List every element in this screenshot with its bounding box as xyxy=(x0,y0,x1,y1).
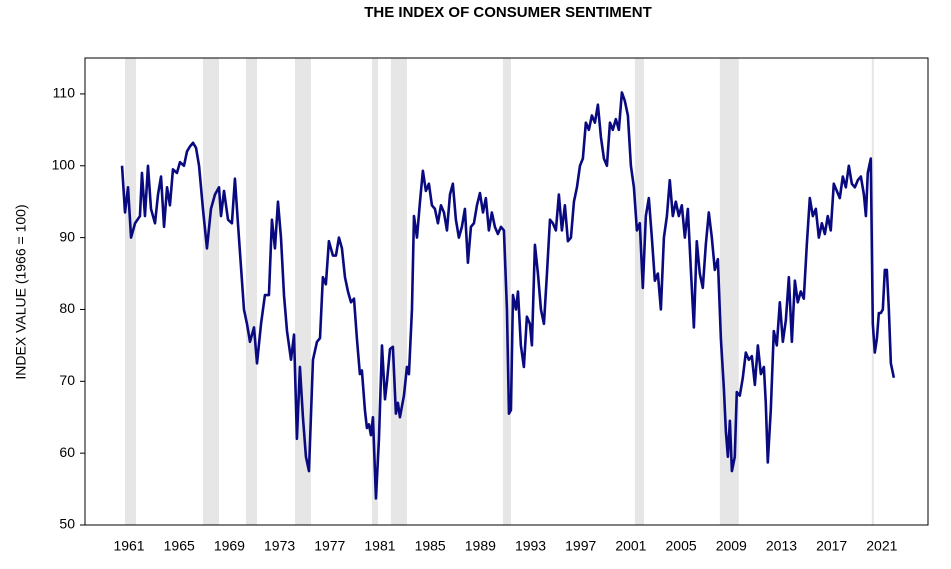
y-tick-label: 70 xyxy=(59,372,75,388)
y-tick-label: 110 xyxy=(53,85,76,101)
recession-band xyxy=(125,58,137,525)
x-tick-label: 1985 xyxy=(415,538,446,554)
x-tick-label: 1973 xyxy=(264,538,295,554)
x-tick-label: 1993 xyxy=(515,538,546,554)
recession-band xyxy=(634,58,644,525)
y-axis-label: INDEX VALUE (1966 = 100) xyxy=(13,204,29,379)
x-tick-label: 2021 xyxy=(866,538,897,554)
x-tick-label: 2001 xyxy=(615,538,646,554)
x-tick-label: 2009 xyxy=(716,538,747,554)
recession-band xyxy=(245,58,258,525)
y-tick-label: 100 xyxy=(52,156,76,172)
plot-frame xyxy=(84,57,929,526)
x-tick-label: 2017 xyxy=(816,538,847,554)
sentiment-line xyxy=(120,91,896,500)
x-tick-label: 1965 xyxy=(164,538,195,554)
x-tick-label: 1977 xyxy=(314,538,345,554)
x-tick-label: 2013 xyxy=(766,538,797,554)
x-tick-label: 1997 xyxy=(565,538,596,554)
chart-title: THE INDEX OF CONSUMER SENTIMENT xyxy=(364,4,652,21)
x-tick-label: 1969 xyxy=(214,538,245,554)
recession-band xyxy=(390,58,407,525)
x-tick-label: 1989 xyxy=(465,538,496,554)
x-tick-label: 2005 xyxy=(666,538,697,554)
x-tick-label: 1961 xyxy=(113,538,144,554)
recession-band xyxy=(202,58,219,525)
y-tick-label: 90 xyxy=(59,228,75,244)
y-tick-label: 60 xyxy=(59,444,75,460)
recession-band xyxy=(371,58,378,525)
y-tick-label: 50 xyxy=(59,516,75,532)
x-tick-label: 1981 xyxy=(364,538,395,554)
y-tick-label: 80 xyxy=(59,300,75,316)
